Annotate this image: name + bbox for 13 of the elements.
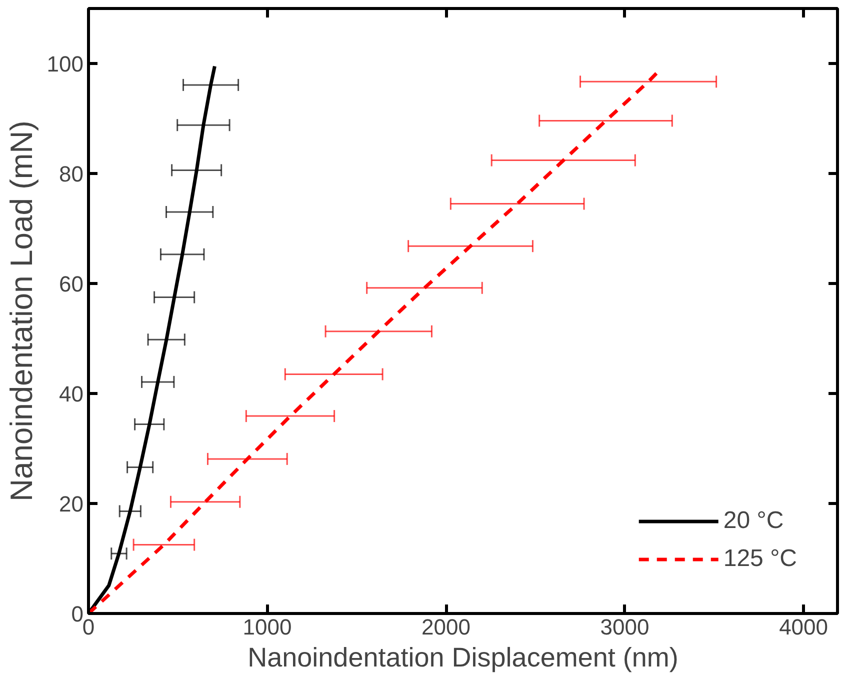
- y-tick-label: 80: [59, 162, 84, 186]
- legend-label: 125 °C: [723, 545, 797, 573]
- y-axis-title: Nanoindentation Load (mN): [4, 120, 39, 502]
- y-tick-label: 20: [59, 492, 84, 516]
- x-tick-label: 1000: [242, 614, 292, 640]
- x-tick-label: 3000: [600, 614, 650, 640]
- legend-label: 20 °C: [723, 507, 784, 535]
- y-tick-label: 100: [46, 52, 84, 76]
- y-tick-label: 40: [59, 382, 84, 406]
- x-tick-label: 4000: [779, 614, 828, 640]
- x-tick-label: 2000: [422, 614, 470, 640]
- x-axis-title: Nanoindentation Displacement (nm): [248, 642, 678, 672]
- y-tick-label: 60: [59, 272, 84, 296]
